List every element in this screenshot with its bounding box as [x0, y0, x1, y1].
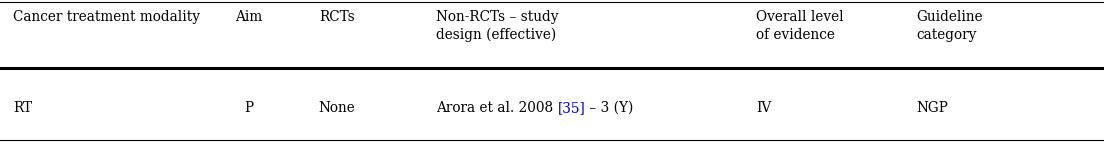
- Text: IV: IV: [756, 101, 772, 115]
- Text: Guideline
category: Guideline category: [916, 10, 983, 42]
- Text: – 3 (Y): – 3 (Y): [585, 101, 634, 115]
- Text: [35]: [35]: [558, 101, 585, 115]
- Text: Overall level
of evidence: Overall level of evidence: [756, 10, 843, 42]
- Text: Arora et al. 2008: Arora et al. 2008: [436, 101, 558, 115]
- Text: Cancer treatment modality: Cancer treatment modality: [13, 10, 200, 24]
- Text: RT: RT: [13, 101, 32, 115]
- Text: Aim: Aim: [235, 10, 262, 24]
- Text: None: None: [318, 101, 355, 115]
- Text: P: P: [244, 101, 253, 115]
- Text: RCTs: RCTs: [319, 10, 354, 24]
- Text: Non-RCTs – study
design (effective): Non-RCTs – study design (effective): [436, 10, 559, 42]
- Text: NGP: NGP: [916, 101, 948, 115]
